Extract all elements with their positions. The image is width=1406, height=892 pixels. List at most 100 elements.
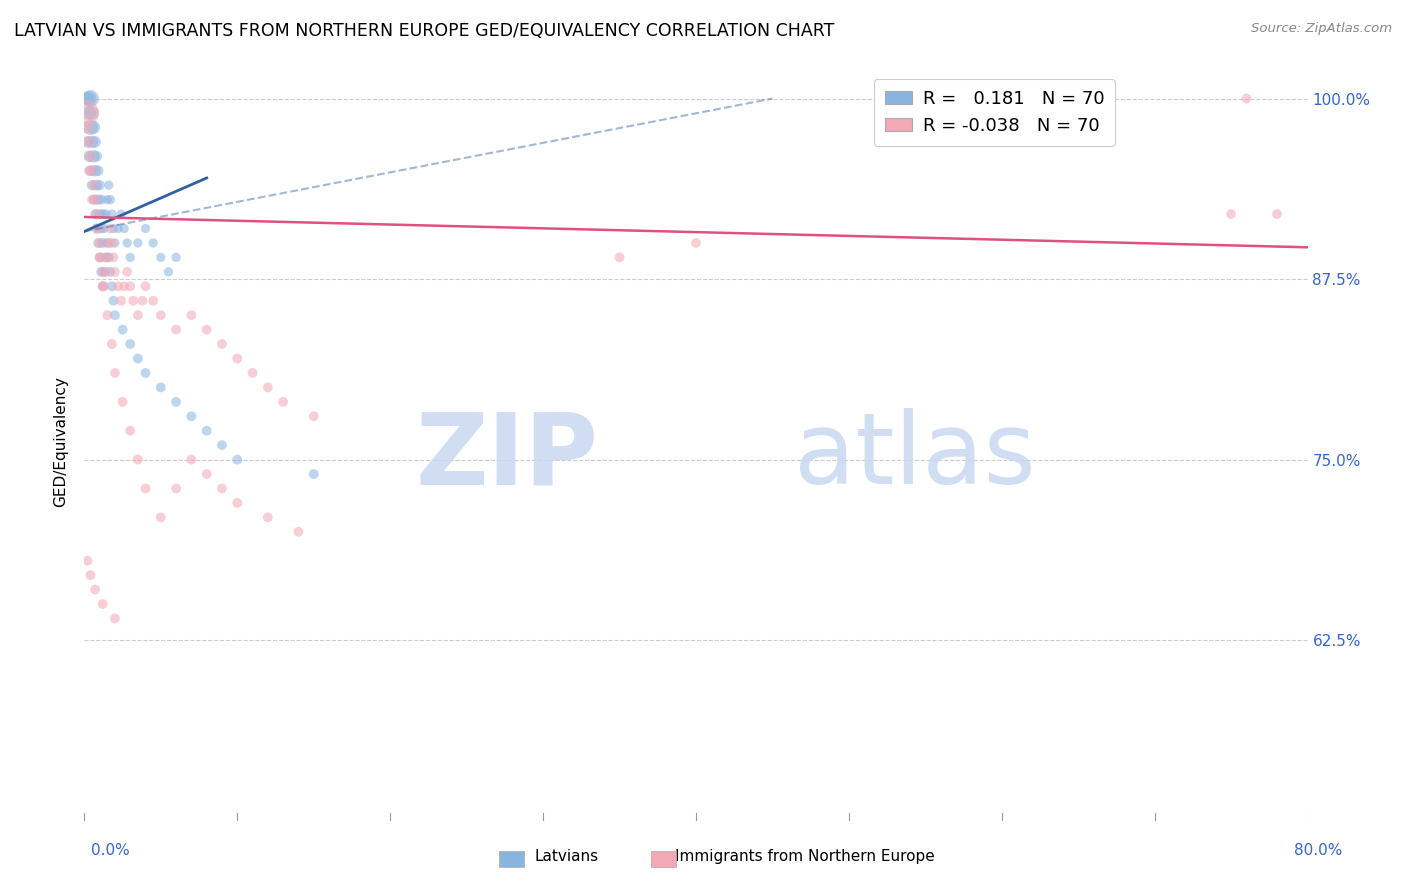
Point	[93, 221, 115, 235]
Point	[609, 251, 631, 265]
Point	[91, 279, 114, 293]
Text: ZIP: ZIP	[415, 409, 598, 505]
Point	[96, 235, 118, 250]
Point	[94, 265, 117, 279]
Point	[91, 279, 114, 293]
Point	[1220, 207, 1243, 221]
Point	[104, 611, 127, 625]
Text: LATVIAN VS IMMIGRANTS FROM NORTHERN EUROPE GED/EQUIVALENCY CORRELATION CHART: LATVIAN VS IMMIGRANTS FROM NORTHERN EURO…	[14, 22, 834, 40]
Point	[135, 279, 157, 293]
Text: 80.0%: 80.0%	[1295, 843, 1343, 858]
Point	[90, 221, 112, 235]
Text: atlas: atlas	[794, 409, 1035, 505]
Point	[96, 251, 118, 265]
Point	[110, 293, 132, 308]
Point	[87, 163, 110, 178]
Text: Source: ZipAtlas.com: Source: ZipAtlas.com	[1251, 22, 1392, 36]
Point	[90, 251, 112, 265]
Point	[84, 135, 107, 149]
Point	[104, 235, 127, 250]
Point	[195, 424, 218, 438]
Point	[101, 235, 124, 250]
Point	[77, 149, 100, 163]
Point	[111, 323, 134, 337]
Point	[287, 524, 309, 539]
Point	[211, 482, 233, 496]
Point	[127, 351, 149, 366]
Point	[135, 482, 157, 496]
Point	[98, 221, 121, 235]
Point	[79, 91, 101, 105]
Point	[127, 308, 149, 322]
Point	[91, 597, 114, 611]
Point	[149, 251, 172, 265]
Point	[101, 279, 124, 293]
Point	[89, 235, 111, 250]
Point	[80, 135, 103, 149]
Point	[94, 207, 117, 221]
Point	[127, 235, 149, 250]
Point	[76, 554, 98, 568]
Point	[89, 251, 111, 265]
Point	[104, 366, 127, 380]
Point	[135, 366, 157, 380]
Point	[87, 221, 110, 235]
Point	[226, 452, 249, 467]
Point	[242, 366, 264, 380]
Point	[257, 380, 280, 394]
Point	[180, 409, 202, 424]
Point	[149, 380, 172, 394]
Point	[101, 207, 124, 221]
Point	[79, 568, 101, 582]
Point	[120, 424, 142, 438]
Point	[97, 251, 120, 265]
Text: 0.0%: 0.0%	[91, 843, 131, 858]
Point	[83, 193, 105, 207]
Point	[87, 193, 110, 207]
Point	[120, 279, 142, 293]
Point	[86, 221, 108, 235]
Point	[149, 510, 172, 524]
Point	[79, 120, 101, 135]
Point	[80, 106, 103, 120]
Point	[77, 91, 100, 105]
Point	[165, 251, 187, 265]
Point	[77, 163, 100, 178]
Point	[142, 235, 165, 250]
Point	[93, 265, 115, 279]
Point	[157, 265, 180, 279]
Point	[107, 221, 129, 235]
Point	[90, 265, 112, 279]
Point	[195, 323, 218, 337]
Text: Immigrants from Northern Europe: Immigrants from Northern Europe	[675, 849, 935, 863]
Point	[80, 178, 103, 193]
Point	[115, 265, 138, 279]
Point	[91, 235, 114, 250]
Point	[226, 351, 249, 366]
Point	[77, 106, 100, 120]
Point	[180, 308, 202, 322]
Point	[104, 265, 127, 279]
Point	[302, 467, 325, 481]
Point	[107, 279, 129, 293]
Point	[83, 178, 105, 193]
Point	[79, 163, 101, 178]
Point	[86, 149, 108, 163]
Point	[104, 308, 127, 322]
Point	[180, 452, 202, 467]
Point	[89, 207, 111, 221]
Point	[110, 207, 132, 221]
Point	[84, 582, 107, 597]
Point	[226, 496, 249, 510]
Point	[86, 207, 108, 221]
Point	[79, 149, 101, 163]
Point	[211, 438, 233, 452]
Point	[84, 163, 107, 178]
Point	[142, 293, 165, 308]
Point	[96, 308, 118, 322]
Point	[103, 251, 125, 265]
Point	[131, 293, 153, 308]
Point	[89, 178, 111, 193]
Point	[83, 120, 105, 135]
Y-axis label: GED/Equivalency: GED/Equivalency	[53, 376, 69, 507]
